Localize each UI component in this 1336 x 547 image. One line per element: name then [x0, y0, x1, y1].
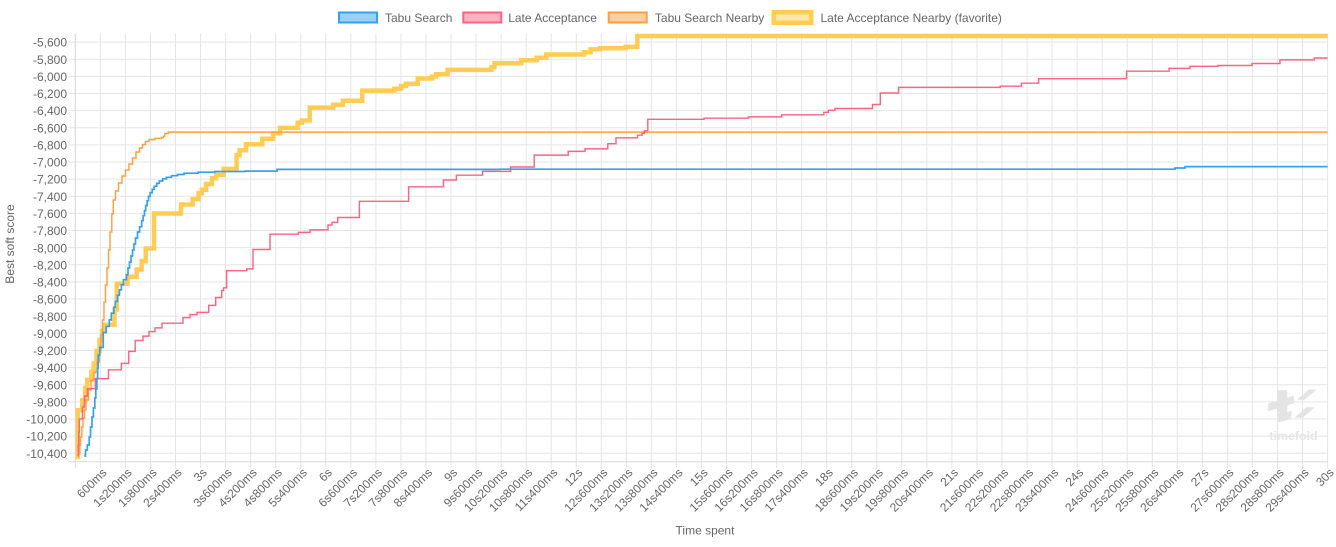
- svg-text:-10,200: -10,200: [26, 430, 67, 444]
- svg-text:-5,600: -5,600: [33, 36, 67, 50]
- svg-text:-6,000: -6,000: [33, 70, 67, 84]
- svg-text:-10,400: -10,400: [26, 447, 67, 461]
- svg-text:-5,800: -5,800: [33, 53, 67, 67]
- svg-text:Tabu Search Nearby: Tabu Search Nearby: [655, 11, 764, 25]
- svg-text:Late Acceptance: Late Acceptance: [508, 11, 597, 25]
- svg-text:timefold: timefold: [1269, 429, 1317, 443]
- svg-text:-7,600: -7,600: [33, 207, 67, 221]
- svg-text:-9,200: -9,200: [33, 344, 67, 358]
- svg-text:-9,800: -9,800: [33, 395, 67, 409]
- svg-text:-6,200: -6,200: [33, 87, 67, 101]
- svg-text:-6,400: -6,400: [33, 104, 67, 118]
- svg-text:-7,800: -7,800: [33, 224, 67, 238]
- svg-text:Time spent: Time spent: [676, 523, 736, 537]
- svg-text:-8,000: -8,000: [33, 241, 67, 255]
- svg-text:-8,800: -8,800: [33, 310, 67, 324]
- svg-text:-7,000: -7,000: [33, 156, 67, 170]
- svg-text:-7,400: -7,400: [33, 190, 67, 204]
- svg-text:Tabu Search: Tabu Search: [385, 11, 452, 25]
- svg-text:-7,200: -7,200: [33, 173, 67, 187]
- svg-text:-9,400: -9,400: [33, 361, 67, 375]
- svg-text:-8,600: -8,600: [33, 293, 67, 307]
- svg-text:-8,400: -8,400: [33, 276, 67, 290]
- svg-text:-9,600: -9,600: [33, 378, 67, 392]
- svg-text:-8,200: -8,200: [33, 258, 67, 272]
- svg-text:-10,000: -10,000: [26, 413, 67, 427]
- svg-text:-9,000: -9,000: [33, 327, 67, 341]
- svg-text:-6,800: -6,800: [33, 138, 67, 152]
- svg-text:-6,600: -6,600: [33, 121, 67, 135]
- svg-text:Best soft score: Best soft score: [3, 204, 17, 284]
- svg-text:Late Acceptance Nearby (favori: Late Acceptance Nearby (favorite): [821, 11, 1002, 25]
